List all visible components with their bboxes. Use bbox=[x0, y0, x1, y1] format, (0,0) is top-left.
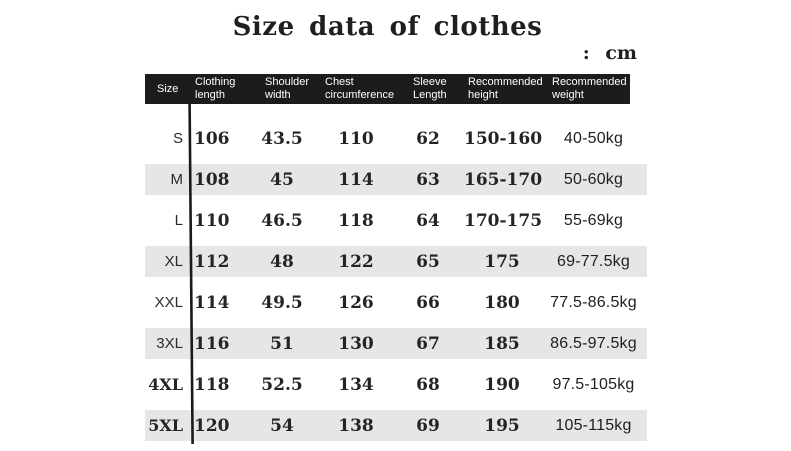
cell-sleeve-length: 63 bbox=[416, 169, 440, 190]
cell-recommended-weight: 50-60kg bbox=[563, 170, 624, 188]
cell-recommended-height: 185 bbox=[484, 333, 520, 354]
cell-size: 4XL bbox=[148, 375, 183, 394]
cell-sleeve-length: 69 bbox=[416, 415, 440, 436]
table-row-4xl: 4XL 118 52.5 134 68 190 97.5-105kg bbox=[145, 364, 647, 405]
size-table: Size Clothing length Shoulder width Ches… bbox=[145, 74, 647, 446]
cell-chest-circumference: 114 bbox=[338, 169, 374, 190]
cell-recommended-height: 150-160 bbox=[464, 128, 543, 149]
table-header-row: Size Clothing length Shoulder width Ches… bbox=[145, 74, 630, 104]
table-row-s: S 106 43.5 110 62 150-160 40-50kg bbox=[145, 118, 647, 159]
cell-sleeve-length: 66 bbox=[416, 292, 440, 313]
column-header-shoulder-width: Shoulder width bbox=[265, 76, 310, 101]
cell-recommended-weight: 69-77.5kg bbox=[557, 252, 630, 270]
cell-clothing-length: 108 bbox=[194, 169, 230, 190]
column-header-recommended-height: Recommended height bbox=[468, 76, 543, 101]
cell-size: XXL bbox=[154, 294, 183, 311]
cell-size: M bbox=[170, 171, 184, 188]
table-row-xxl: XXL 114 49.5 126 66 180 77.5-86.5kg bbox=[145, 282, 647, 323]
cell-recommended-weight: 77.5-86.5kg bbox=[550, 293, 637, 311]
cell-sleeve-length: 67 bbox=[416, 333, 440, 354]
page-title: Size data of clothes bbox=[232, 12, 543, 42]
cell-sleeve-length: 62 bbox=[416, 128, 440, 149]
cell-shoulder-width: 49.5 bbox=[261, 292, 303, 313]
table-row-5xl: 5XL 120 54 138 69 195 105-115kg bbox=[145, 405, 647, 446]
cell-chest-circumference: 126 bbox=[338, 292, 374, 313]
cell-recommended-height: 165-170 bbox=[464, 169, 543, 190]
cell-size: L bbox=[174, 212, 183, 229]
cell-clothing-length: 116 bbox=[194, 333, 230, 354]
column-header-recommended-weight: Recommended weight bbox=[552, 76, 627, 101]
cell-clothing-length: 120 bbox=[194, 415, 230, 436]
column-header-sleeve-length: Sleeve Length bbox=[413, 76, 447, 101]
cell-sleeve-length: 68 bbox=[416, 374, 440, 395]
table-row-xl: XL 112 48 122 65 175 69-77.5kg bbox=[145, 241, 647, 282]
table-row-m: M 108 45 114 63 165-170 50-60kg bbox=[145, 159, 647, 200]
cell-size: XL bbox=[164, 253, 183, 270]
cell-clothing-length: 118 bbox=[194, 374, 230, 395]
cell-sleeve-length: 65 bbox=[416, 251, 440, 272]
cell-recommended-weight: 105-115kg bbox=[555, 416, 632, 434]
cell-shoulder-width: 52.5 bbox=[261, 374, 303, 395]
cell-shoulder-width: 46.5 bbox=[261, 210, 303, 231]
cell-recommended-height: 175 bbox=[484, 251, 520, 272]
cell-recommended-height: 170-175 bbox=[464, 210, 543, 231]
cell-recommended-weight: 40-50kg bbox=[563, 129, 624, 147]
cell-recommended-height: 180 bbox=[484, 292, 520, 313]
column-header-clothing-length: Clothing length bbox=[195, 76, 236, 101]
unit-label: : cm bbox=[582, 42, 637, 64]
cell-shoulder-width: 54 bbox=[270, 415, 294, 436]
table-row-l: L 110 46.5 118 64 170-175 55-69kg bbox=[145, 200, 647, 241]
cell-shoulder-width: 45 bbox=[270, 169, 294, 190]
cell-recommended-weight: 86.5-97.5kg bbox=[550, 334, 637, 352]
cell-chest-circumference: 130 bbox=[338, 333, 374, 354]
cell-chest-circumference: 122 bbox=[338, 251, 374, 272]
cell-clothing-length: 114 bbox=[194, 292, 230, 313]
column-header-chest-circumference: Chest circumference bbox=[325, 76, 395, 101]
cell-clothing-length: 110 bbox=[194, 210, 230, 231]
cell-recommended-height: 195 bbox=[484, 415, 520, 436]
cell-shoulder-width: 51 bbox=[270, 333, 294, 354]
cell-size: S bbox=[172, 130, 183, 147]
cell-chest-circumference: 118 bbox=[338, 210, 374, 231]
cell-shoulder-width: 48 bbox=[270, 251, 294, 272]
cell-chest-circumference: 110 bbox=[338, 128, 374, 149]
cell-recommended-weight: 97.5-105kg bbox=[552, 375, 635, 393]
column-header-size: Size bbox=[157, 82, 179, 95]
cell-chest-circumference: 134 bbox=[338, 374, 374, 395]
cell-recommended-height: 190 bbox=[484, 374, 520, 395]
cell-recommended-weight: 55-69kg bbox=[563, 211, 624, 229]
cell-shoulder-width: 43.5 bbox=[261, 128, 303, 149]
table-body: S 106 43.5 110 62 150-160 40-50kg M 108 … bbox=[145, 104, 647, 446]
cell-clothing-length: 106 bbox=[194, 128, 230, 149]
cell-size: 3XL bbox=[156, 335, 183, 352]
table-row-3xl: 3XL 116 51 130 67 185 86.5-97.5kg bbox=[145, 323, 647, 364]
cell-clothing-length: 112 bbox=[194, 251, 230, 272]
cell-chest-circumference: 138 bbox=[338, 415, 374, 436]
cell-sleeve-length: 64 bbox=[416, 210, 440, 231]
cell-size: 5XL bbox=[148, 416, 183, 435]
